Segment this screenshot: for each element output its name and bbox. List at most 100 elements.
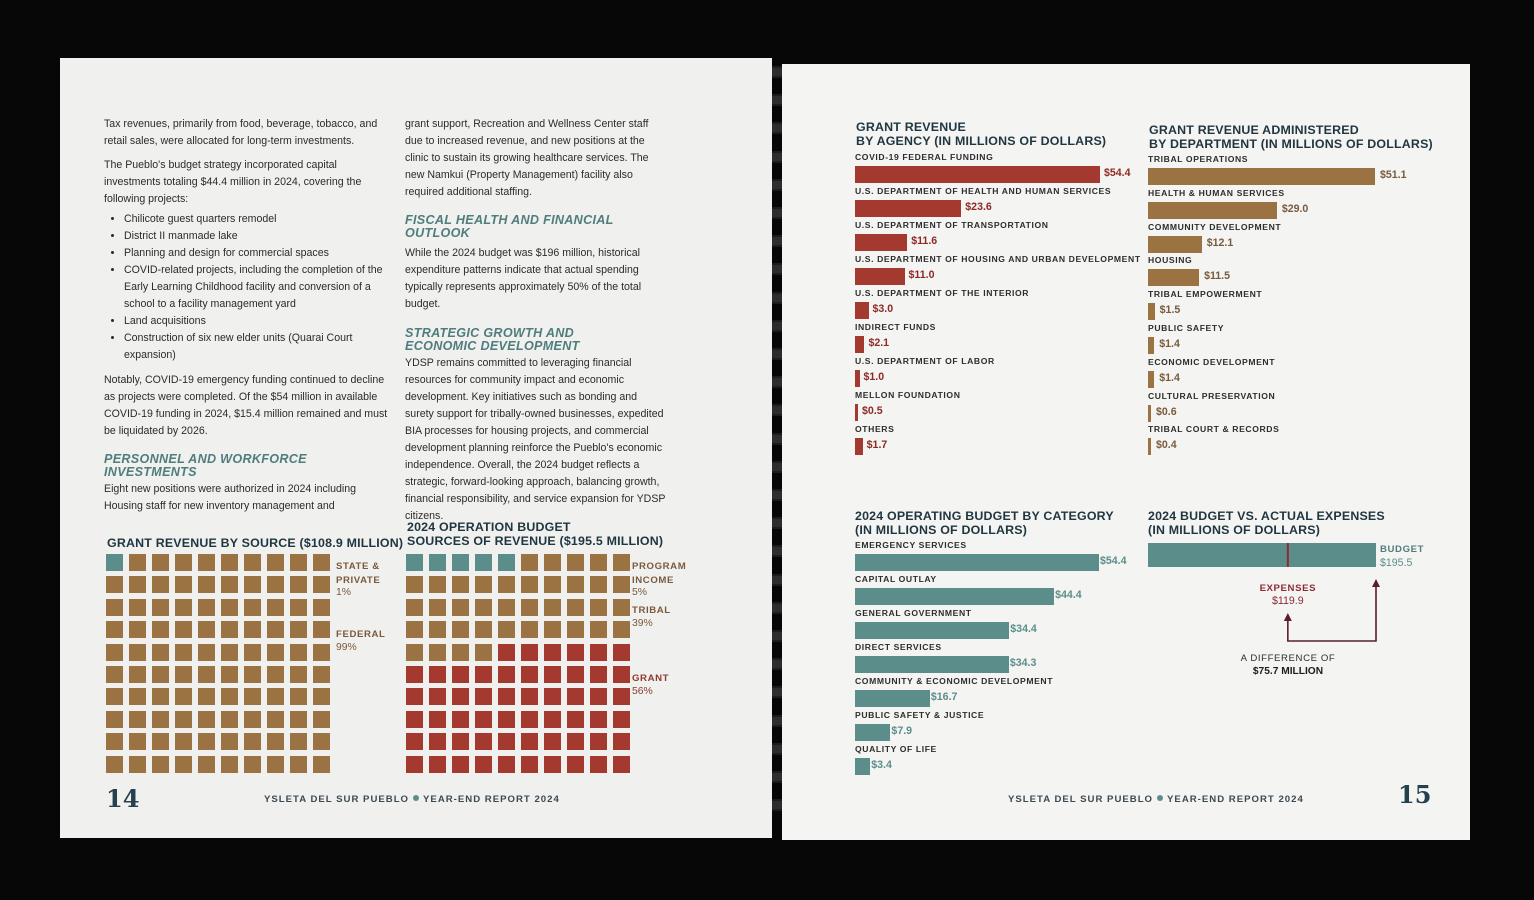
waffle-square xyxy=(198,710,215,728)
waffle-square xyxy=(290,733,307,751)
waffle-square xyxy=(313,554,330,571)
waffle-square xyxy=(498,755,515,773)
waffle-square xyxy=(475,621,492,639)
waffle-square xyxy=(175,554,192,571)
waffle-square xyxy=(590,576,607,594)
waffle-square xyxy=(221,621,238,639)
legend-program-income-line2: INCOME xyxy=(632,574,674,586)
waffle2-title: 2024 OPERATION BUDGET SOURCES OF REVENUE… xyxy=(407,520,663,548)
waffle-square xyxy=(106,666,123,683)
waffle-square xyxy=(521,710,538,728)
bar-value-label: $11.5 xyxy=(1204,270,1231,283)
waffle-square xyxy=(244,621,261,639)
bar-category-label: U.S. DEPARTMENT OF LABOR xyxy=(855,356,995,366)
waffle-square xyxy=(452,733,469,751)
bar-category-label: TRIBAL EMPOWERMENT xyxy=(1148,289,1263,300)
budget-chart-title-line2: (IN MILLIONS OF DOLLARS) xyxy=(1148,523,1321,537)
waffle-square xyxy=(406,643,423,661)
legend-state-private-line1: STATE & xyxy=(336,561,380,572)
agency-chart-title: GRANT REVENUE BY AGENCY (IN MILLIONS OF … xyxy=(856,120,1106,148)
bar-value-label: $3.4 xyxy=(871,759,892,771)
difference-line2: $75.7 MILLION xyxy=(1253,666,1323,677)
bar-value-label: $12.1 xyxy=(1206,236,1234,249)
arrow-up-icon xyxy=(1372,579,1380,587)
bar-category-label: COVID-19 FEDERAL FUNDING xyxy=(855,152,994,162)
left-column-text: Tax revenues, primarily from food, bever… xyxy=(104,116,390,522)
bar-category-label: COMMUNITY DEVELOPMENT xyxy=(1148,221,1282,232)
bar-value-label: $1.4 xyxy=(1159,338,1180,350)
capital-project-item: COVID-related projects, including the co… xyxy=(124,262,390,313)
waffle-square xyxy=(244,576,261,594)
bar-value-label: $1.0 xyxy=(863,371,885,383)
waffle-square xyxy=(498,598,515,616)
bar-category-label: INDIRECT FUNDS xyxy=(855,322,936,332)
bar xyxy=(855,724,891,741)
waffle-square xyxy=(475,576,492,594)
bar-category-label: EMERGENCY SERVICES xyxy=(855,540,967,550)
waffle-square xyxy=(267,598,284,616)
waffle2-legend-tribal: TRIBAL 39% xyxy=(632,604,712,629)
bar-value-label: $1.5 xyxy=(1159,304,1181,317)
waffle-square xyxy=(521,643,538,661)
waffle-square xyxy=(475,598,492,616)
waffle-square xyxy=(452,710,469,728)
right-column-text: grant support, Recreation and Wellness C… xyxy=(405,116,667,532)
waffle-square xyxy=(567,755,584,773)
waffle-square xyxy=(290,621,307,639)
department-bar-chart: TRIBAL OPERATIONS $51.1 HEALTH & HUMAN SER… xyxy=(1148,154,1438,464)
waffle-square xyxy=(452,576,469,594)
waffle-square xyxy=(152,755,169,773)
waffle-square xyxy=(175,688,192,706)
waffle-square xyxy=(221,598,238,616)
category-chart-title: 2024 OPERATING BUDGET BY CATEGORY (IN MI… xyxy=(855,509,1114,537)
waffle-square xyxy=(429,621,446,639)
agency-chart-title-line2: BY AGENCY (IN MILLIONS OF DOLLARS) xyxy=(856,134,1107,148)
budget-chart-title-line1: 2024 BUDGET VS. ACTUAL EXPENSES xyxy=(1148,509,1385,523)
waffle-square xyxy=(106,755,123,773)
waffle-square xyxy=(198,598,215,616)
waffle-square xyxy=(290,755,307,773)
waffle-square xyxy=(544,755,561,773)
waffle-square xyxy=(267,755,284,773)
budget-value: $195.5 xyxy=(1380,557,1413,569)
legend-state-private-pct: 1% xyxy=(336,587,352,598)
waffle-square xyxy=(129,554,146,571)
bar xyxy=(1148,438,1151,456)
waffle-square xyxy=(498,688,515,706)
waffle-square xyxy=(313,710,330,728)
waffle-square xyxy=(567,710,584,728)
expenses-label: EXPENSES xyxy=(1260,583,1317,594)
bar-category-label: TRIBAL OPERATIONS xyxy=(1148,154,1249,164)
department-chart-title: GRANT REVENUE ADMINISTERED BY DEPARTMENT… xyxy=(1149,123,1433,151)
bar-category-label: HEALTH & HUMAN SERVICES xyxy=(1148,187,1285,198)
bar-value-label: $54.4 xyxy=(1104,167,1131,179)
waffle-square xyxy=(267,576,284,594)
waffle-square xyxy=(498,710,515,728)
bar xyxy=(855,588,1055,605)
waffle-square xyxy=(198,688,215,706)
bar xyxy=(1148,269,1200,287)
bar-value-label: $3.0 xyxy=(872,303,894,315)
waffle-square xyxy=(244,554,261,571)
waffle-square xyxy=(106,643,123,661)
bar xyxy=(1148,168,1375,185)
legend-program-income-line1: PROGRAM xyxy=(632,561,687,572)
waffle-square xyxy=(475,710,492,728)
heading-personnel: PERSONNEL AND WORKFORCE INVESTMENTS xyxy=(104,452,307,479)
waffle-square xyxy=(198,621,215,639)
waffle-square xyxy=(152,598,169,616)
waffle-square xyxy=(567,554,584,571)
waffle-square xyxy=(221,576,238,594)
waffle-square xyxy=(406,688,423,706)
waffle-square xyxy=(452,643,469,661)
bar-category-label: HOUSING xyxy=(1148,255,1193,266)
waffle-square xyxy=(106,710,123,728)
waffle-square xyxy=(129,643,146,661)
bar xyxy=(855,268,905,285)
waffle-square xyxy=(429,643,446,661)
waffle-square xyxy=(152,643,169,661)
waffle-square xyxy=(221,710,238,728)
bar-value-label: $34.4 xyxy=(1010,623,1037,635)
footer-left-name: YSLETA DEL SUR PUEBLO xyxy=(264,794,410,805)
waffle-square xyxy=(175,598,192,616)
